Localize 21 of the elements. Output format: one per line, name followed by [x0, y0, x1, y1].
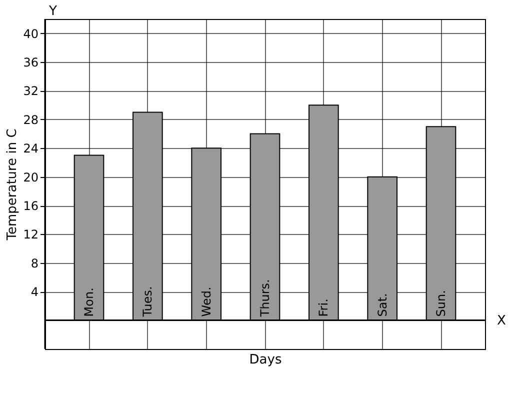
- text: X: [497, 313, 506, 328]
- x-tick-label: Thurs.: [258, 279, 272, 318]
- y-tick-label: 36: [23, 56, 38, 70]
- y-tick-label: 32: [23, 84, 38, 98]
- y-tick-label: 8: [30, 256, 38, 270]
- x-tick-label: Fri.: [316, 298, 331, 317]
- x-tick-label: Tues.: [140, 286, 155, 318]
- y-tick-label: 24: [23, 142, 38, 156]
- x-tick-label: Sun.: [434, 290, 448, 317]
- text: Y: [48, 4, 57, 19]
- x-axis-title: Days: [249, 352, 282, 368]
- y-tick-label: 12: [23, 228, 38, 242]
- y-tick-label: 40: [23, 26, 38, 41]
- y-tick-label: 20: [23, 170, 38, 184]
- y-axis-title: Temperature in C: [5, 128, 20, 242]
- x-tick-label: Sat.: [375, 293, 390, 317]
- y-tick-label: 28: [23, 112, 38, 127]
- x-tick-label: Mon.: [82, 288, 96, 317]
- x-tick-label: Wed.: [199, 286, 214, 317]
- y-tick-label: 4: [30, 285, 38, 300]
- y-tick-label: 16: [23, 199, 38, 214]
